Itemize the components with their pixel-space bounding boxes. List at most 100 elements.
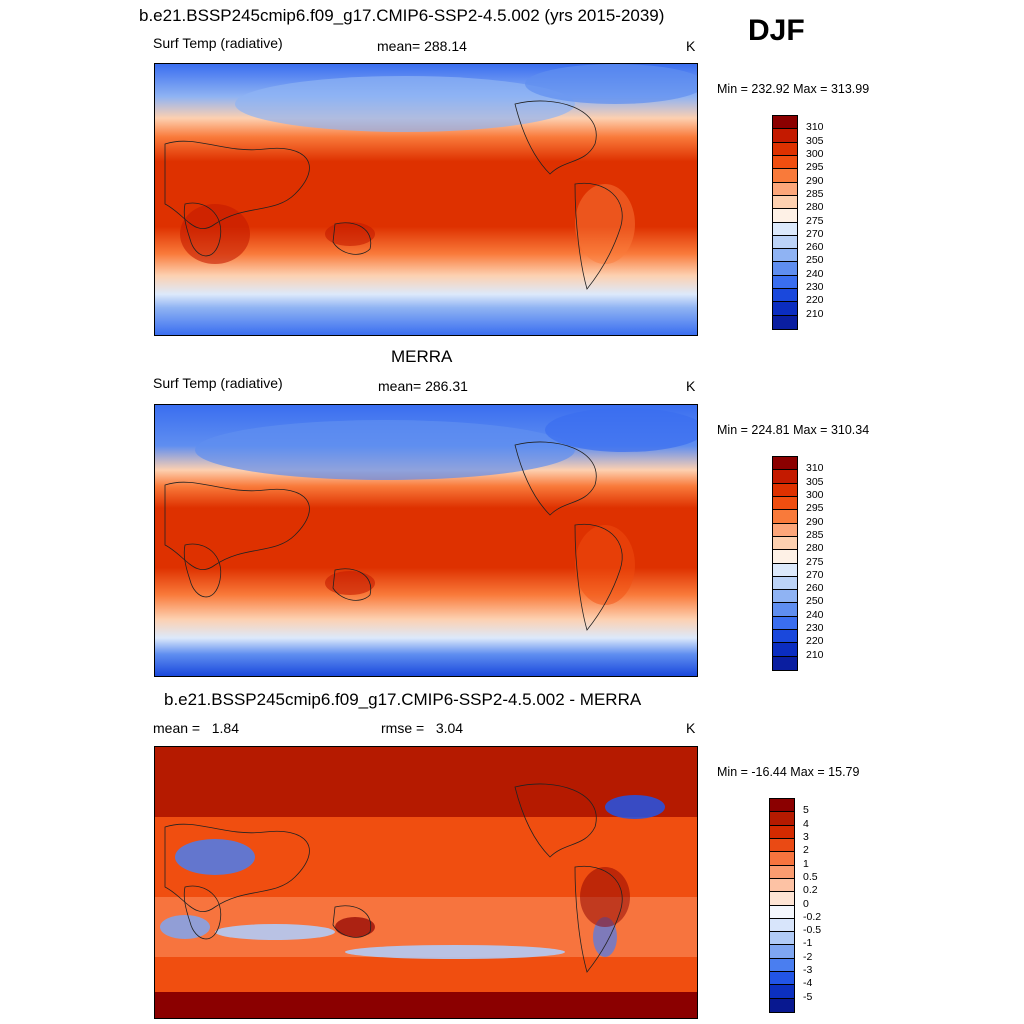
panel-1-minmax: Min = 232.92 Max = 313.99: [717, 82, 870, 96]
colorbar-segment: [770, 892, 794, 906]
panel-2-map: [154, 404, 698, 677]
colorbar-segment: [770, 998, 794, 1012]
colorbar-segment: [773, 643, 797, 657]
colorbar-segment: [773, 536, 797, 551]
colorbar-tick-label: 220: [806, 294, 824, 307]
colorbar-segment: [770, 878, 794, 893]
colorbar-segment: [773, 169, 797, 183]
colorbar-tick-label: 260: [806, 582, 824, 595]
colorbar-segment: [773, 235, 797, 250]
colorbar-tick-label: 0: [803, 897, 809, 910]
colorbar-segment: [770, 799, 794, 813]
colorbar-tick-label: 280: [806, 201, 824, 214]
colorbar-segment: [773, 129, 797, 143]
colorbar-tick-label: 285: [806, 187, 824, 200]
panel-1-units: K: [686, 38, 696, 54]
panel-3-minmax: Min = -16.44 Max = 15.79: [717, 765, 860, 779]
panel-3-map-field: [155, 747, 697, 1018]
colorbar-segment: [770, 905, 794, 919]
panel-1-colorbar: [772, 115, 798, 330]
colorbar-tick-label: 2: [803, 844, 809, 857]
colorbar-tick-label: 230: [806, 622, 824, 635]
season-label: DJF: [748, 14, 805, 47]
colorbar-segment: [773, 262, 797, 276]
colorbar-tick-label: -0.5: [803, 924, 822, 937]
colorbar-segment: [773, 656, 797, 670]
colorbar-tick-label: -4: [803, 977, 813, 990]
colorbar-tick-label: 0.5: [803, 870, 818, 883]
colorbar-tick-label: 220: [806, 635, 824, 648]
colorbar-tick-label: 1: [803, 857, 809, 870]
colorbar-tick-label: 270: [806, 227, 824, 240]
colorbar-tick-label: 4: [803, 817, 809, 830]
colorbar-segment: [773, 616, 797, 631]
colorbar-segment: [773, 155, 797, 170]
colorbar-segment: [773, 116, 797, 130]
colorbar-tick-label: 300: [806, 488, 824, 501]
panel-2-map-field: [155, 405, 697, 676]
colorbar-tick-label: 305: [806, 475, 824, 488]
colorbar-segment: [773, 470, 797, 484]
colorbar-segment: [773, 315, 797, 329]
colorbar-tick-label: 270: [806, 568, 824, 581]
colorbar-segment: [773, 590, 797, 604]
colorbar-segment: [770, 838, 794, 853]
colorbar-tick-label: 290: [806, 174, 824, 187]
panel-2-title: MERRA: [391, 347, 453, 366]
panel-1-map: [154, 63, 698, 336]
panel-3-units: K: [686, 720, 696, 736]
colorbar-tick-label: 290: [806, 515, 824, 528]
colorbar-tick-label: 285: [806, 528, 824, 541]
colorbar-segment: [770, 825, 794, 839]
colorbar-segment: [770, 812, 794, 826]
panel-1-mean-label: mean= 288.14: [377, 38, 467, 54]
colorbar-tick-label: 300: [806, 147, 824, 160]
colorbar-tick-label: 240: [806, 608, 824, 621]
colorbar-segment: [773, 222, 797, 236]
colorbar-segment: [773, 523, 797, 537]
colorbar-segment: [773, 496, 797, 511]
colorbar-segment: [773, 603, 797, 617]
panel-2-units: K: [686, 378, 696, 394]
colorbar-tick-label: 250: [806, 254, 824, 267]
colorbar-segment: [773, 302, 797, 316]
colorbar-segment: [773, 563, 797, 577]
panel-3-rmse-label: rmse = 3.04: [381, 720, 464, 736]
panel-1-map-field: [155, 64, 697, 335]
colorbar-tick-label: 310: [806, 121, 824, 134]
colorbar-tick-label: 210: [806, 648, 824, 661]
colorbar-tick-label: 240: [806, 267, 824, 280]
colorbar-segment: [773, 209, 797, 223]
colorbar-tick-label: 260: [806, 241, 824, 254]
colorbar-tick-label: 305: [806, 134, 824, 147]
panel-1-title: b.e21.BSSP245cmip6.f09_g17.CMIP6-SSP2-4.…: [139, 6, 665, 25]
colorbar-segment: [770, 945, 794, 959]
panel-2-colorbar: [772, 456, 798, 671]
panel-3-title: b.e21.BSSP245cmip6.f09_g17.CMIP6-SSP2-4.…: [164, 690, 642, 709]
colorbar-tick-label: 310: [806, 462, 824, 475]
colorbar-segment: [773, 457, 797, 471]
colorbar-segment: [773, 510, 797, 524]
colorbar-tick-label: 230: [806, 281, 824, 294]
colorbar-segment: [773, 483, 797, 497]
colorbar-segment: [770, 972, 794, 986]
colorbar-tick-label: -0.2: [803, 910, 822, 923]
colorbar-segment: [773, 550, 797, 564]
colorbar-tick-label: 3: [803, 830, 809, 843]
colorbar-segment: [773, 142, 797, 156]
colorbar-segment: [773, 249, 797, 263]
colorbar-segment: [770, 918, 794, 933]
colorbar-tick-label: 295: [806, 161, 824, 174]
colorbar-segment: [773, 195, 797, 210]
colorbar-tick-label: 275: [806, 555, 824, 568]
panel-2-minmax: Min = 224.81 Max = 310.34: [717, 423, 870, 437]
colorbar-tick-label: 280: [806, 542, 824, 555]
colorbar-segment: [770, 852, 794, 866]
colorbar-tick-label: -5: [803, 990, 813, 1003]
colorbar-segment: [773, 630, 797, 644]
colorbar-segment: [773, 182, 797, 196]
colorbar-tick-label: 275: [806, 214, 824, 227]
colorbar-tick-label: -3: [803, 964, 813, 977]
colorbar-segment: [770, 985, 794, 999]
colorbar-tick-label: 5: [803, 804, 809, 817]
